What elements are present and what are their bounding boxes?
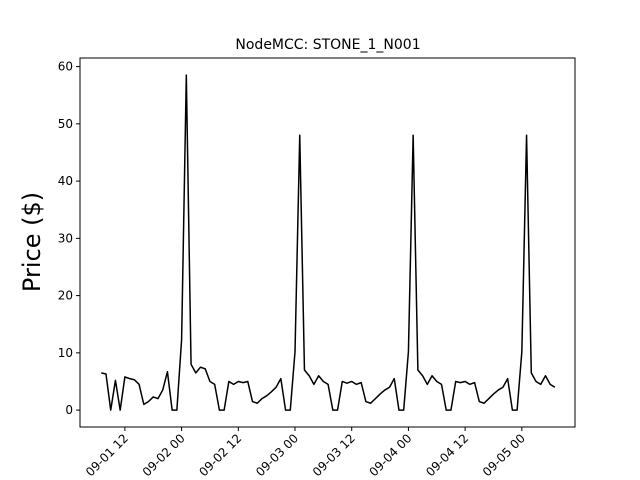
x-tick-label: 09-04 12	[423, 431, 471, 479]
y-tick-label: 20	[58, 289, 73, 303]
y-tick-label: 60	[58, 60, 73, 74]
y-tick-label: 30	[58, 231, 73, 245]
y-tick-label: 10	[58, 346, 73, 360]
x-tick-label: 09-05 00	[480, 431, 528, 479]
y-axis-label: Price ($)	[18, 192, 46, 292]
plot-frame	[79, 57, 576, 428]
price-line	[101, 74, 556, 411]
x-tick-label: 09-02 00	[140, 431, 188, 479]
x-tick-label: 09-03 12	[310, 431, 358, 479]
x-tick-label: 09-04 00	[366, 431, 414, 479]
x-tick-label: 09-01 12	[83, 431, 131, 479]
y-tick-label: 0	[65, 403, 73, 417]
y-tick-label: 50	[58, 117, 73, 131]
chart-title: NodeMCC: STONE_1_N001	[235, 37, 420, 53]
x-tick-label: 09-03 00	[253, 431, 301, 479]
x-tick-label: 09-02 12	[196, 431, 244, 479]
y-tick-label: 40	[58, 174, 73, 188]
